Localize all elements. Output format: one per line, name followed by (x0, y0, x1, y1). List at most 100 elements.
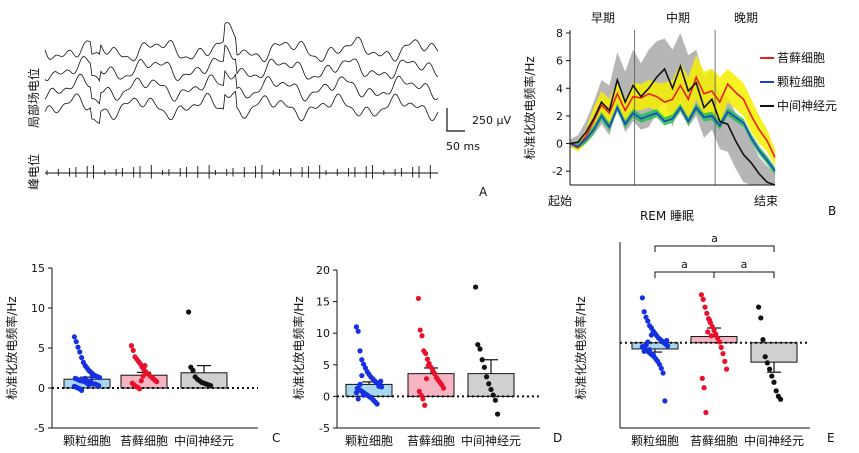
data-point (97, 375, 103, 381)
data-point (700, 296, 706, 302)
data-point (357, 381, 363, 387)
data-point (140, 373, 146, 379)
data-point (645, 339, 651, 345)
data-point (477, 346, 483, 352)
data-point (82, 375, 88, 381)
ytick-label: 5 (38, 342, 45, 355)
ytick-label: 15 (31, 262, 45, 275)
category-label-1: 苔藓细胞 (407, 434, 455, 448)
significance-bracket-1 (713, 271, 775, 278)
phase-label-early: 早期 (591, 11, 615, 25)
data-point (764, 360, 771, 366)
panel-b-xlabel: REM 睡眠 (640, 209, 694, 223)
data-point (355, 328, 361, 334)
data-point (374, 401, 380, 407)
panel-letter-e: E (827, 431, 835, 445)
panel-a: 局部场电位 峰电位 250 μV 50 ms A (26, 21, 511, 199)
data-point (481, 364, 487, 370)
ytick-label: 0 (38, 382, 45, 395)
data-point (641, 348, 647, 354)
category-label-2: 中间神经元 (461, 433, 521, 448)
panel-letter-a: A (479, 185, 488, 199)
ytick-label: 15 (316, 296, 330, 309)
ytick-label: 10 (31, 302, 45, 315)
panel-d: 标准化放电频率/Hz D -5 0 5 10 15 20 颗粒细胞 苔藓细胞 中间神经元 (291, 264, 562, 448)
data-point (665, 343, 671, 349)
panel-c-ylabel: 标准化放电频率/Hz (4, 296, 19, 399)
data-point (138, 378, 144, 384)
data-point (767, 366, 773, 372)
lfp-trace (44, 90, 439, 124)
significance-label-0: a (681, 258, 688, 271)
data-point (420, 396, 426, 402)
data-point (760, 337, 766, 343)
data-point (357, 348, 363, 354)
panel-c: 标准化放电频率/Hz C -5 0 5 10 15 颗粒细胞 苔藓细胞 中间神经元 (4, 262, 280, 448)
data-point (647, 347, 653, 353)
data-point (488, 386, 494, 393)
data-point (475, 341, 481, 348)
data-point (376, 383, 382, 389)
data-point (718, 344, 724, 350)
data-point (658, 365, 664, 371)
data-point (208, 383, 214, 389)
panel-b-x-end: 结束 (754, 194, 778, 208)
data-point (422, 402, 428, 408)
data-point (656, 361, 663, 368)
data-point (423, 376, 430, 382)
data-point (711, 327, 717, 333)
data-point (495, 411, 501, 417)
ytick-label: -5 (34, 422, 45, 435)
data-point (702, 304, 708, 310)
spike-trace (45, 165, 438, 179)
data-point (417, 327, 423, 333)
category-label-0: 颗粒细胞 (63, 433, 111, 448)
panel-d-ylabel: 标准化放电频率/Hz (291, 296, 306, 399)
data-point (756, 304, 762, 310)
lfp-trace (44, 21, 439, 63)
data-point (664, 337, 670, 344)
scale-bar (446, 108, 465, 132)
data-point (359, 372, 365, 379)
category-label-1: 苔藓细胞 (120, 434, 168, 448)
lfp-trace (44, 69, 439, 105)
data-point (703, 409, 709, 416)
ytick-label: 0 (323, 390, 330, 403)
data-point (473, 284, 479, 290)
data-point (662, 398, 668, 404)
spike-label: 峰电位 (26, 154, 41, 190)
data-point (88, 378, 94, 384)
data-point (641, 309, 647, 315)
panel-b-ytick-label: -2 (552, 165, 563, 178)
data-point (486, 381, 492, 387)
legend-label-granule: 颗粒细胞 (777, 74, 825, 89)
panel-b-x-start: 起始 (548, 194, 572, 208)
data-point (423, 350, 429, 357)
data-point (359, 357, 365, 363)
category-label-2: 中间神经元 (744, 433, 804, 448)
ytick-label: 20 (316, 264, 330, 277)
data-point (492, 397, 498, 403)
data-point (704, 310, 710, 316)
data-point (762, 354, 768, 360)
data-point (77, 349, 83, 355)
data-point (441, 385, 447, 391)
data-point (708, 333, 714, 339)
band-1 (570, 103, 775, 176)
significance-label-1: a (741, 258, 748, 271)
data-point (353, 390, 359, 396)
panel-b-ytick-label: 8 (556, 27, 563, 40)
data-point (75, 344, 81, 350)
data-point (361, 392, 367, 398)
legend-label-interneuron: 中间神经元 (777, 98, 837, 113)
phase-label-late: 晚期 (734, 11, 758, 25)
panel-e-ylabel: 标准化放电频率/Hz (573, 296, 588, 399)
significance-label-2: a (711, 232, 718, 245)
bar-1 (407, 373, 455, 397)
data-point (771, 379, 777, 385)
panel-b-ytick-label: 4 (556, 82, 563, 95)
data-point (479, 357, 485, 363)
data-point (128, 343, 134, 349)
data-point (705, 329, 711, 335)
legend-label-mossy: 苔藓细胞 (777, 51, 825, 65)
